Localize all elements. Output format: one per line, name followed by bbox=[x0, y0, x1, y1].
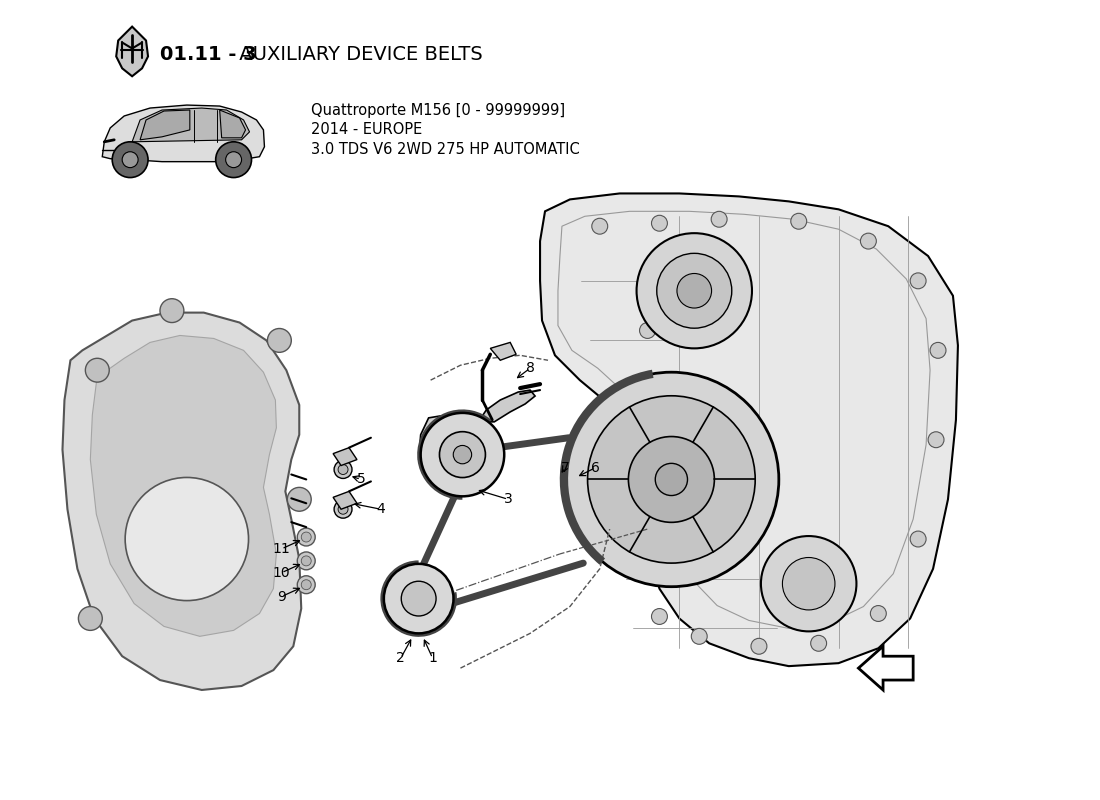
Circle shape bbox=[297, 552, 316, 570]
Circle shape bbox=[910, 273, 926, 289]
Circle shape bbox=[751, 638, 767, 654]
Text: 10: 10 bbox=[273, 566, 290, 580]
Circle shape bbox=[931, 342, 946, 358]
Polygon shape bbox=[132, 108, 250, 142]
Circle shape bbox=[870, 606, 887, 622]
Polygon shape bbox=[333, 491, 358, 510]
Polygon shape bbox=[117, 26, 148, 76]
Circle shape bbox=[78, 606, 102, 630]
Text: 11: 11 bbox=[273, 542, 290, 556]
Text: 01.11 - 3: 01.11 - 3 bbox=[160, 45, 256, 64]
Circle shape bbox=[691, 629, 707, 644]
Circle shape bbox=[928, 432, 944, 448]
Polygon shape bbox=[220, 110, 245, 138]
Text: Quattroporte M156 [0 - 99999999]: Quattroporte M156 [0 - 99999999] bbox=[311, 102, 565, 118]
Circle shape bbox=[628, 437, 714, 522]
Circle shape bbox=[761, 536, 857, 631]
Text: 9: 9 bbox=[277, 590, 286, 604]
Circle shape bbox=[334, 500, 352, 518]
Polygon shape bbox=[491, 342, 516, 360]
Circle shape bbox=[226, 152, 242, 168]
Circle shape bbox=[112, 142, 148, 178]
Text: 8: 8 bbox=[526, 362, 535, 375]
Circle shape bbox=[125, 478, 249, 601]
Polygon shape bbox=[419, 416, 498, 491]
Polygon shape bbox=[478, 390, 535, 422]
Circle shape bbox=[334, 461, 352, 478]
Polygon shape bbox=[102, 105, 264, 162]
Circle shape bbox=[297, 528, 316, 546]
Circle shape bbox=[564, 372, 779, 586]
Circle shape bbox=[592, 218, 607, 234]
Circle shape bbox=[420, 413, 504, 496]
Circle shape bbox=[301, 532, 311, 542]
Text: 2: 2 bbox=[396, 651, 405, 665]
Text: 7: 7 bbox=[561, 461, 570, 474]
Circle shape bbox=[657, 254, 732, 328]
Circle shape bbox=[216, 142, 252, 178]
Circle shape bbox=[440, 432, 485, 478]
Circle shape bbox=[791, 214, 806, 229]
Circle shape bbox=[651, 215, 668, 231]
Circle shape bbox=[910, 531, 926, 547]
Circle shape bbox=[656, 463, 688, 495]
Text: 4: 4 bbox=[376, 502, 385, 516]
Text: 6: 6 bbox=[592, 461, 601, 474]
Circle shape bbox=[637, 566, 652, 582]
Circle shape bbox=[287, 487, 311, 511]
Circle shape bbox=[639, 322, 656, 338]
Polygon shape bbox=[333, 448, 358, 466]
Polygon shape bbox=[140, 110, 190, 140]
Circle shape bbox=[811, 635, 826, 651]
Text: 3.0 TDS V6 2WD 275 HP AUTOMATIC: 3.0 TDS V6 2WD 275 HP AUTOMATIC bbox=[311, 142, 580, 158]
Circle shape bbox=[676, 274, 712, 308]
Circle shape bbox=[338, 504, 348, 514]
Circle shape bbox=[860, 233, 877, 249]
Polygon shape bbox=[858, 646, 913, 690]
Text: 3: 3 bbox=[504, 492, 513, 506]
Circle shape bbox=[637, 233, 752, 348]
Polygon shape bbox=[540, 194, 958, 666]
Circle shape bbox=[782, 558, 835, 610]
Text: AUXILIARY DEVICE BELTS: AUXILIARY DEVICE BELTS bbox=[232, 45, 483, 64]
Circle shape bbox=[402, 582, 436, 616]
Circle shape bbox=[301, 580, 311, 590]
Text: 5: 5 bbox=[356, 473, 365, 486]
Circle shape bbox=[160, 298, 184, 322]
Text: 2014 - EUROPE: 2014 - EUROPE bbox=[311, 122, 422, 138]
Circle shape bbox=[301, 556, 311, 566]
Circle shape bbox=[267, 329, 292, 352]
Circle shape bbox=[587, 396, 756, 563]
Circle shape bbox=[297, 576, 316, 594]
Circle shape bbox=[453, 446, 472, 464]
Circle shape bbox=[122, 152, 139, 168]
Polygon shape bbox=[90, 335, 276, 636]
Circle shape bbox=[384, 564, 453, 634]
Circle shape bbox=[651, 609, 668, 625]
Circle shape bbox=[86, 358, 109, 382]
Text: 1: 1 bbox=[428, 651, 437, 665]
Polygon shape bbox=[63, 313, 301, 690]
Circle shape bbox=[712, 211, 727, 227]
Circle shape bbox=[338, 465, 348, 474]
